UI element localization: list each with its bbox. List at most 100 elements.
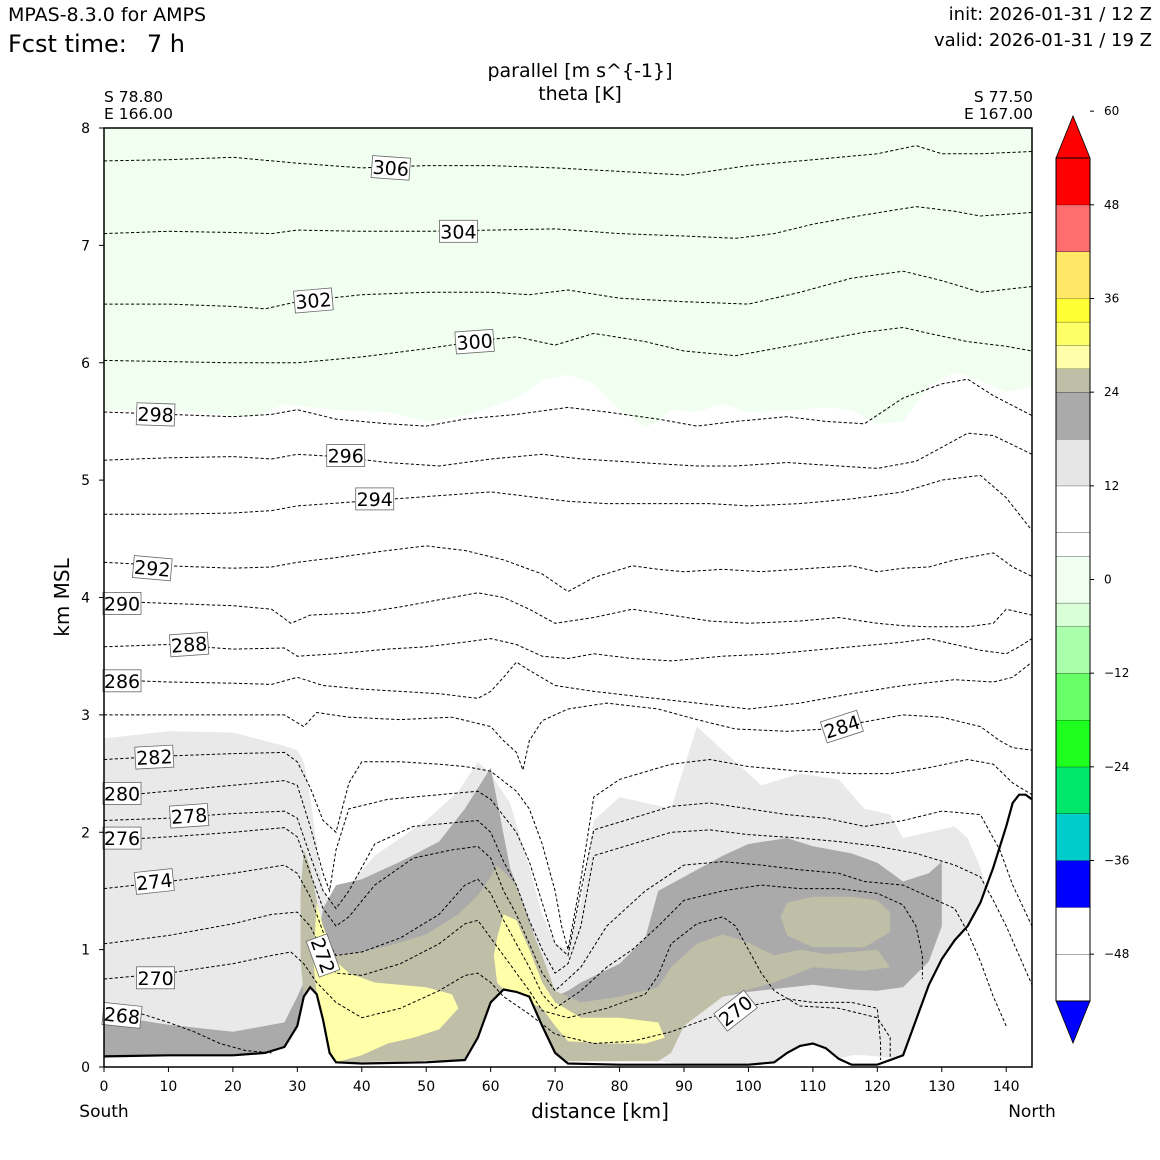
contour-label-box xyxy=(134,744,175,770)
colorbar-segment xyxy=(1056,158,1090,205)
model-title: MPAS-8.3.0 for AMPS xyxy=(8,4,207,26)
forecast-time-label: Fcst time: xyxy=(8,30,127,58)
contour-label-text: 290 xyxy=(104,593,140,615)
x-tick-label: 90 xyxy=(675,1079,693,1095)
y-tick-label: 2 xyxy=(81,825,90,841)
contour-label-300: 300 xyxy=(454,328,495,355)
colorbar-tick-label: 12 xyxy=(1104,479,1119,493)
terrain-line xyxy=(103,793,1033,1066)
terrain-fill xyxy=(104,794,1032,1067)
contour-label-274: 274 xyxy=(133,868,175,896)
contour-label-box xyxy=(168,803,210,829)
contour-label-292: 292 xyxy=(131,555,173,582)
theta-contour-268 xyxy=(103,1007,272,1054)
theta-contour-282 xyxy=(103,751,1033,950)
colorbar-segment xyxy=(1056,345,1090,369)
colorbar-segment xyxy=(1056,251,1090,299)
contour-label-276: 276 xyxy=(102,826,142,850)
contour-label-box xyxy=(438,219,478,243)
contour-label-box xyxy=(136,966,176,990)
theta-contour-278 xyxy=(103,810,1033,986)
colorbar-segment xyxy=(1056,673,1090,720)
x-tick-label: 50 xyxy=(417,1079,435,1095)
x-tick-label: 100 xyxy=(735,1079,762,1095)
colorbar-segment xyxy=(1056,204,1090,252)
contour-label-text: 274 xyxy=(135,870,173,896)
init-time: init: 2026-01-31 / 12 Z xyxy=(948,4,1152,25)
colorbar-segment xyxy=(1056,392,1090,439)
colorbar-segment xyxy=(1056,439,1090,486)
colorbar-segment xyxy=(1056,321,1090,346)
contour-label-text: 302 xyxy=(294,289,332,314)
theta-contour-302 xyxy=(104,270,1033,310)
theta-contour-306 xyxy=(103,145,1033,176)
colorbar-segment xyxy=(1056,368,1090,393)
end-lon: E 167.00 xyxy=(964,105,1033,123)
contour-label-layer: 306 304 302 300 298 296 294 292 290 288 286 284 282 2… xyxy=(101,155,864,1032)
end-lat: S 77.50 xyxy=(973,88,1033,106)
x-tick-label: 70 xyxy=(546,1079,564,1095)
colorbar-segment xyxy=(1056,813,1090,861)
forecast-time-value: 7 h xyxy=(146,30,185,58)
colorbar-tick-label: 48 xyxy=(1104,198,1119,212)
contour-label-box xyxy=(454,328,495,355)
contour-label-text: 284 xyxy=(822,711,863,743)
theta-contour-296 xyxy=(103,432,1033,469)
contour-label-box xyxy=(102,669,142,693)
colorbar-tick-label: −48 xyxy=(1104,947,1129,961)
chart-title: parallel [m s^{-1}] xyxy=(487,60,673,82)
contour-label-box xyxy=(713,989,758,1032)
contour-label-298: 298 xyxy=(135,402,176,427)
colorbar-tick-label: 0 xyxy=(1104,573,1112,587)
contour-label-box xyxy=(168,631,210,658)
contour-label-text: 278 xyxy=(170,805,208,829)
colorbar-segment xyxy=(1056,766,1090,814)
contour-label-302: 302 xyxy=(293,287,334,314)
contour-label-text: 292 xyxy=(133,557,171,582)
start-lon: E 166.00 xyxy=(104,105,173,123)
start-coords: S 78.80 E 166.00 xyxy=(104,89,173,123)
contour-label-text: 298 xyxy=(137,404,174,427)
contour-label-text: 294 xyxy=(357,489,393,511)
colorbar-segment xyxy=(1056,602,1090,627)
axes-layer: 0 10 20 30 40 50 60 70 80 90 100 110 120 130 140 0 1 2 3 4 5… xyxy=(50,121,1056,1123)
wind-fill-layer xyxy=(104,128,1032,1065)
forecast-time: Fcst time: 7 h xyxy=(8,30,185,58)
colorbar-segment xyxy=(1056,556,1090,603)
colorbar: 60 48 36 24 12 0 −12 −24 −36 −48 xyxy=(1055,104,1129,1045)
x-tick-label: 20 xyxy=(224,1079,242,1095)
contour-label-288: 288 xyxy=(168,631,210,658)
contour-label-278: 278 xyxy=(168,803,210,829)
x-tick-label: 120 xyxy=(864,1079,891,1095)
contour-label-text: 280 xyxy=(104,784,140,806)
theta-contour-284 xyxy=(104,702,1033,772)
contour-label-286: 286 xyxy=(102,669,142,693)
y-tick-label: 6 xyxy=(81,356,90,372)
contour-label-box xyxy=(102,826,142,850)
contour-label-box xyxy=(102,782,142,805)
colorbar-extend-max xyxy=(1055,114,1091,159)
theta-contour-298 xyxy=(103,378,1033,427)
contour-label-270: 270 xyxy=(136,966,176,990)
theta-contour-300 xyxy=(103,326,1033,364)
theta-contour-292 xyxy=(103,545,1033,593)
terrain-layer xyxy=(103,793,1033,1067)
contour-label-280: 280 xyxy=(102,782,142,806)
x-tick-label: 80 xyxy=(611,1079,629,1095)
theta-contour-294 xyxy=(104,474,1033,531)
x-tick-label: 30 xyxy=(288,1079,306,1095)
chart-subtitle: theta [K] xyxy=(538,83,622,105)
contour-label-box xyxy=(133,868,175,895)
colorbar-segment xyxy=(1056,907,1090,955)
contour-label-304: 304 xyxy=(438,219,478,243)
contour-label-box xyxy=(293,287,334,314)
colorbar-tick-label: 36 xyxy=(1104,292,1119,306)
contour-label-text: 270 xyxy=(137,968,173,990)
colorbar-tick-label: −24 xyxy=(1104,760,1129,774)
colorbar-tick-label: 60 xyxy=(1104,104,1119,118)
contour-label-box xyxy=(355,487,395,511)
contour-label-294: 294 xyxy=(355,487,395,511)
contour-label-box xyxy=(101,1002,143,1029)
end-coords: S 77.50 E 167.00 xyxy=(964,89,1033,123)
north-label: North xyxy=(1008,1102,1056,1122)
